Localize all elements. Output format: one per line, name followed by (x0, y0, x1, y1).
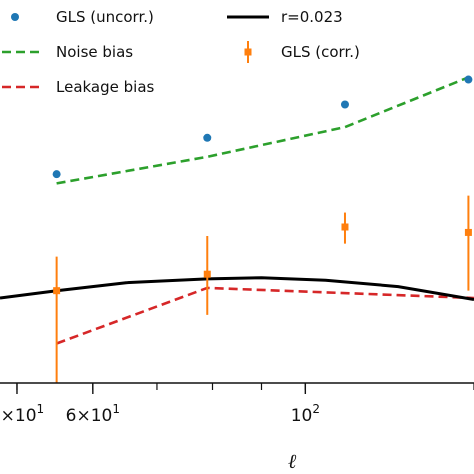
data-point (340, 100, 349, 109)
data-point-square (203, 270, 211, 278)
x-tick-label: 102 (291, 402, 320, 426)
legend-label: Noise bias (56, 43, 133, 61)
x-axis: 5×101 6×101 102 (0, 382, 474, 426)
data-point (203, 133, 212, 142)
legend-entry: GLS (uncorr.) (11, 8, 154, 26)
legend-entry: Noise bias (2, 43, 133, 61)
x-axis-label: ℓ (288, 449, 297, 473)
legend-label: r=0.023 (281, 8, 343, 26)
data-point (52, 170, 61, 179)
legend-label: GLS (uncorr.) (56, 8, 154, 26)
series-line-2 (56, 286, 474, 345)
legend-entry: Leakage bias (2, 78, 155, 96)
legend-label: Leakage bias (56, 78, 155, 96)
legend: GLS (uncorr.) Noise bias Leakage bias r=0.0… (2, 8, 360, 96)
series-line-3 (0, 276, 474, 301)
legend-marker (11, 13, 19, 21)
data-point-square (53, 287, 61, 295)
legend-marker (244, 48, 252, 56)
series-layer (0, 75, 474, 383)
legend-entry: r=0.023 (227, 8, 343, 26)
legend-entry: GLS (corr.) (244, 41, 360, 63)
data-point-square (464, 228, 472, 236)
data-point-square (341, 223, 349, 231)
x-tick-label: 5×101 (0, 402, 44, 426)
data-point (464, 75, 473, 84)
series-line-1 (56, 76, 469, 185)
legend-label: GLS (corr.) (281, 43, 360, 61)
x-tick-label: 6×101 (66, 402, 120, 426)
